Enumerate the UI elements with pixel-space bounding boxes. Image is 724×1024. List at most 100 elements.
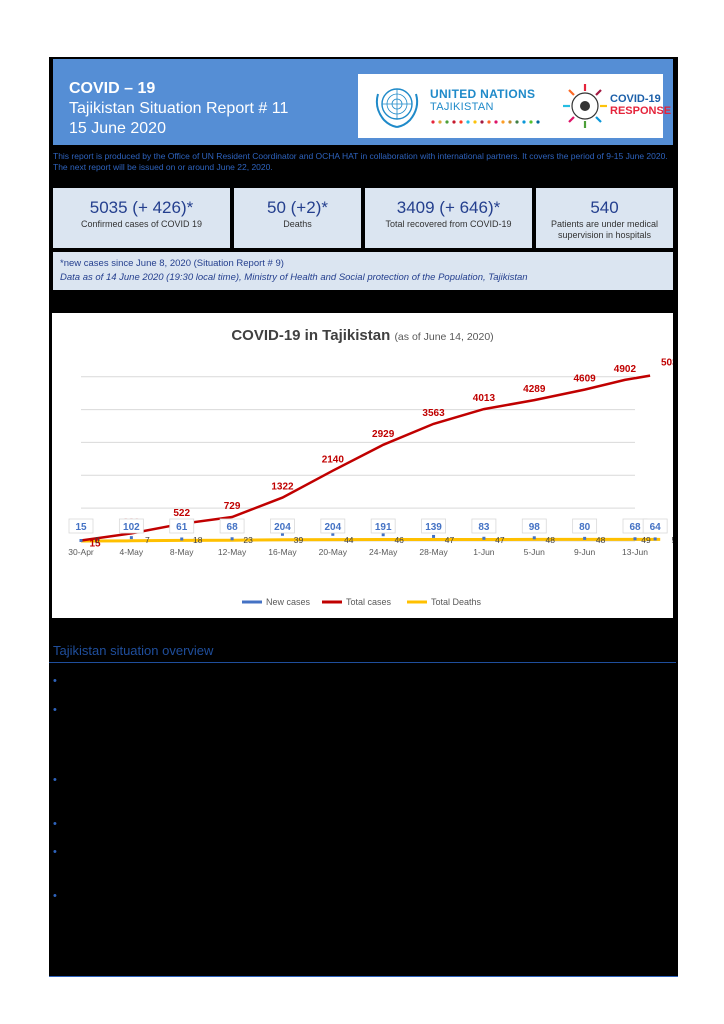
data-notes: *new cases since June 8, 2020 (Situation… xyxy=(53,252,673,290)
new-cases-label: 15 xyxy=(75,522,87,533)
total-cases-label: 3563 xyxy=(422,408,445,419)
new-cases-label-box xyxy=(270,518,295,534)
new-cases-point xyxy=(653,537,657,541)
deaths-label: 23 xyxy=(243,535,253,545)
un-logo-line2: TAJIKISTAN xyxy=(430,101,494,113)
x-tick-label: 24-May xyxy=(369,547,398,557)
deaths-label: 44 xyxy=(344,535,354,545)
x-tick-label: 9-Jun xyxy=(574,547,596,557)
new-cases-label: 64 xyxy=(650,522,662,533)
deaths-label: 0 xyxy=(95,535,100,545)
un-emblem-icon xyxy=(375,88,419,128)
total-cases-label: 4902 xyxy=(614,364,637,375)
legend-label: Total cases xyxy=(346,597,392,607)
x-tick-label: 20-May xyxy=(319,547,348,557)
new-cases-label-box xyxy=(421,518,446,534)
new-cases-point xyxy=(381,533,385,537)
intro-text: This report is produced by the Office of… xyxy=(53,151,668,172)
covid-response-icon xyxy=(563,84,607,128)
new-cases-point xyxy=(331,532,335,536)
new-cases-label: 83 xyxy=(478,522,490,533)
deaths-label: 18 xyxy=(193,535,203,545)
total-cases-label: 15 xyxy=(89,539,101,550)
new-cases-label-box xyxy=(572,518,598,534)
deaths-label: 47 xyxy=(445,535,455,545)
new-cases-label: 204 xyxy=(324,522,341,533)
total-cases-label: 522 xyxy=(173,508,190,519)
stat-confirmed: 5035 (+ 426)* Confirmed cases of COVID 1… xyxy=(53,188,230,248)
total-cases-label: 2929 xyxy=(372,429,395,440)
new-cases-label: 139 xyxy=(425,522,442,533)
deaths-label: 7 xyxy=(145,535,150,545)
new-cases-label-box xyxy=(320,518,346,534)
x-tick-label: 12-May xyxy=(218,547,247,557)
new-cases-label: 68 xyxy=(227,522,239,533)
total-cases-label: 4289 xyxy=(523,384,546,395)
deaths-label: 50 xyxy=(671,535,673,545)
bullet-marker: • xyxy=(53,704,57,716)
logo-bar: UNITED NATIONS TAJIKISTAN xyxy=(353,59,673,145)
new-cases-label: 98 xyxy=(529,522,541,533)
x-tick-label: 30-Apr xyxy=(68,547,94,557)
logo-panel: UNITED NATIONS TAJIKISTAN xyxy=(358,74,671,138)
new-cases-label: 80 xyxy=(579,522,591,533)
new-cases-point xyxy=(532,536,536,540)
report-header: COVID – 19 Tajikistan Situation Report #… xyxy=(53,59,353,145)
deaths-label: 46 xyxy=(394,535,404,545)
new-cases-point xyxy=(79,539,83,543)
legend-label: Total Deaths xyxy=(431,597,482,607)
deaths-label: 39 xyxy=(294,535,304,545)
new-cases-label-box xyxy=(370,518,396,534)
new-cases-point xyxy=(180,537,184,541)
un-logo-line1: UNITED NATIONS xyxy=(430,87,536,101)
stat-label: Deaths xyxy=(283,219,312,229)
new-cases-label-box xyxy=(219,518,245,534)
chart-title-main: COVID-19 in Tajikistan xyxy=(231,327,391,344)
overview-title: Tajikistan situation overview xyxy=(53,643,214,658)
new-cases-point xyxy=(583,536,587,540)
new-cases-label-box xyxy=(118,518,144,534)
total-cases-label: 4013 xyxy=(473,393,496,404)
deaths-label: 48 xyxy=(596,535,606,545)
key-figures: 5035 (+ 426)* Confirmed cases of COVID 1… xyxy=(53,188,673,248)
total-cases-label: 5035 xyxy=(661,358,673,369)
x-tick-label: 4-May xyxy=(120,547,144,557)
x-tick-label: 5-Jun xyxy=(524,547,546,557)
new-cases-label: 102 xyxy=(123,522,140,533)
legend-label: New cases xyxy=(266,597,311,607)
total-cases-label: 4609 xyxy=(574,374,597,385)
deaths-label: 48 xyxy=(546,535,556,545)
x-tick-label: 8-May xyxy=(170,547,194,557)
deaths-line xyxy=(80,537,661,543)
x-tick-label: 28-May xyxy=(419,547,448,557)
new-cases-point xyxy=(230,537,234,541)
covid-response-text: COVID-19 RESPONSE xyxy=(610,93,671,117)
bullet-marker: • xyxy=(53,675,57,687)
bullet-marker: • xyxy=(53,818,57,830)
bullet-marker: • xyxy=(53,890,57,902)
sdg-dots-icon xyxy=(431,120,540,124)
stat-hospitalized: 540 Patients are under medical supervisi… xyxy=(536,188,673,248)
new-cases-point xyxy=(633,537,637,541)
stat-value: 540 xyxy=(590,198,619,217)
deaths-label: 49 xyxy=(641,535,651,545)
new-cases-point xyxy=(432,534,436,538)
x-tick-label: 16-May xyxy=(268,547,297,557)
new-cases-label: 191 xyxy=(375,522,392,533)
new-cases-label-box xyxy=(642,518,668,534)
new-cases-label: 68 xyxy=(629,522,641,533)
stat-value: 50 (+2)* xyxy=(267,198,328,217)
covid-response-line1: COVID-19 xyxy=(610,93,661,105)
bullet-marker: • xyxy=(53,774,57,786)
x-tick-label: 1-Jun xyxy=(473,547,495,557)
stat-label: Patients are under medical supervision i… xyxy=(550,219,659,240)
new-cases-label-box xyxy=(471,518,497,534)
total-cases-label: 729 xyxy=(224,501,241,512)
covid-chart: COVID-19 in Tajikistan (as of June 14, 2… xyxy=(52,313,673,618)
total-cases-label: 1322 xyxy=(271,482,294,493)
deaths-label: 47 xyxy=(495,535,505,545)
stat-recovered: 3409 (+ 646)* Total recovered from COVID… xyxy=(365,188,532,248)
stat-deaths: 50 (+2)* Deaths xyxy=(234,188,361,248)
total-cases-line xyxy=(80,374,651,542)
un-logo-text: UNITED NATIONS TAJIKISTAN xyxy=(430,88,535,114)
